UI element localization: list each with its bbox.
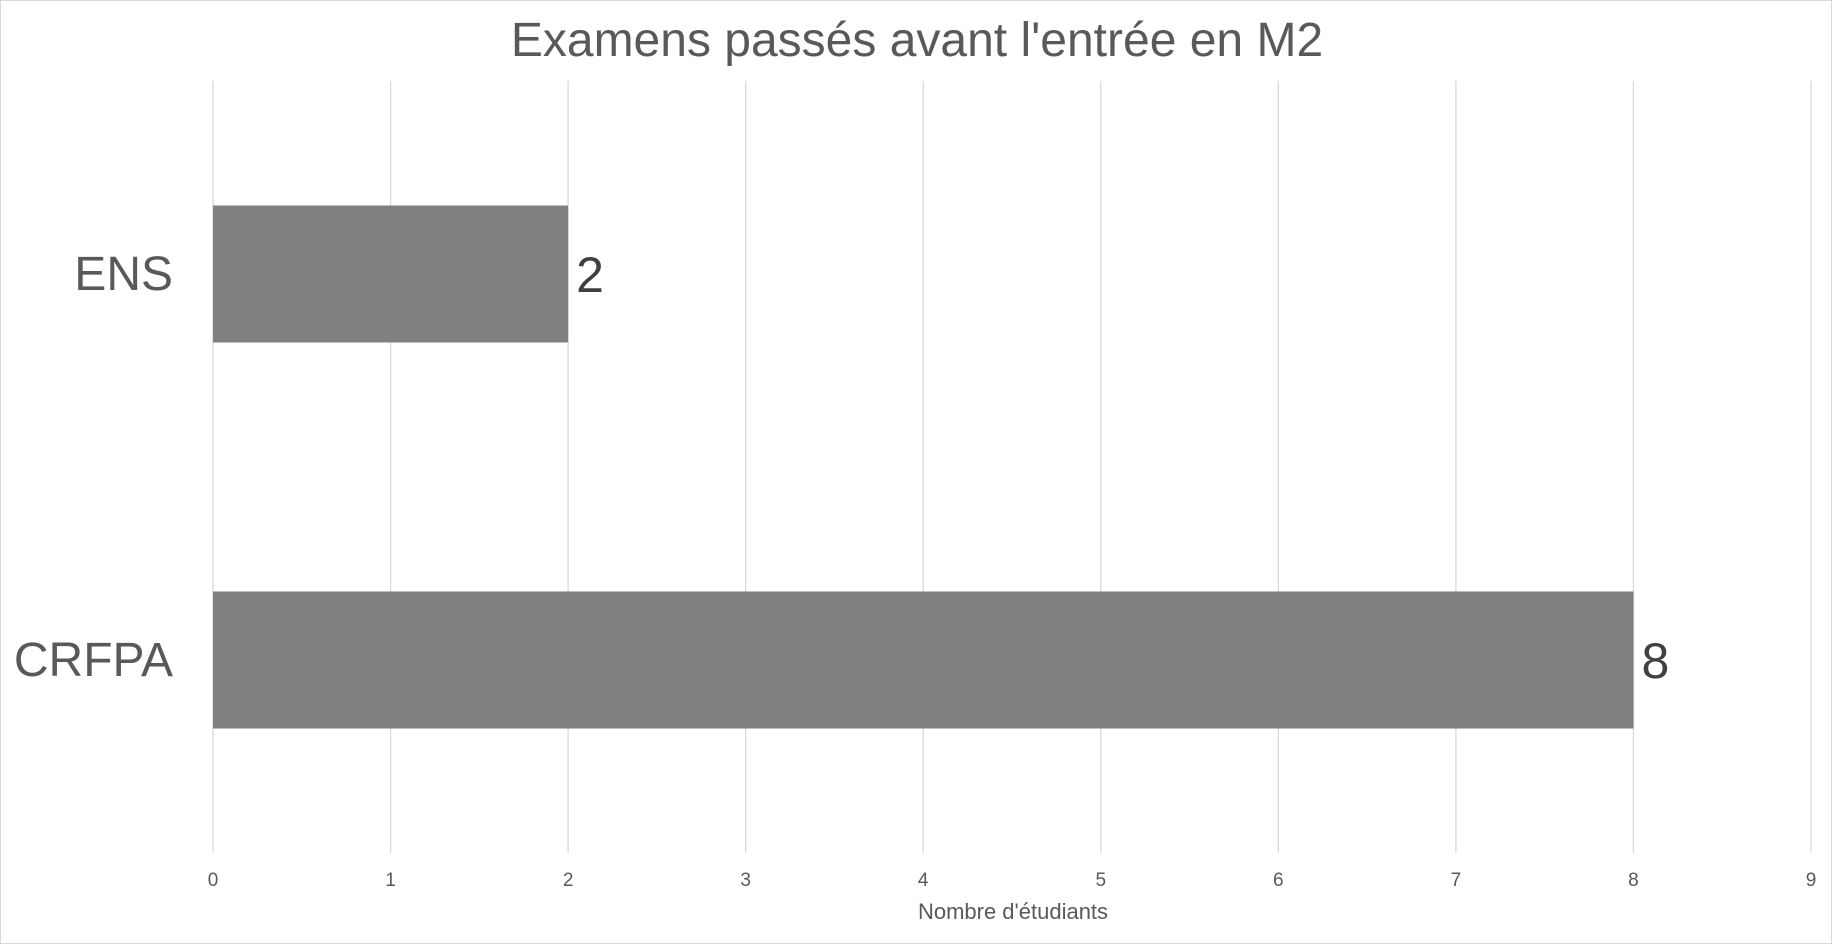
- x-tick-label-6: 6: [1273, 870, 1284, 891]
- data-labels: 28: [576, 247, 1669, 689]
- category-label-ens: ENS: [74, 248, 173, 301]
- x-tick-label-7: 7: [1451, 870, 1462, 891]
- x-axis-title: Nombre d'étudiants: [918, 899, 1108, 924]
- gridlines: [212, 81, 1812, 853]
- bars: [213, 205, 1634, 729]
- x-tick-label-8: 8: [1628, 870, 1639, 891]
- bar-ens: [213, 205, 569, 343]
- x-axis-ticks: 0 1 2 3 4 5 6 7 8 9: [208, 870, 1817, 891]
- x-tick-label-4: 4: [918, 870, 929, 891]
- x-tick-label-1: 1: [385, 870, 396, 891]
- x-tick-label-9: 9: [1806, 870, 1817, 891]
- x-tick-label-2: 2: [563, 870, 574, 891]
- chart-title: Examens passés avant l'entrée en M2: [511, 14, 1323, 67]
- x-tick-label-0: 0: [208, 870, 219, 891]
- data-label-ens: 2: [576, 247, 604, 303]
- x-tick-label-5: 5: [1095, 870, 1106, 891]
- bar-crfpa: [213, 591, 1634, 729]
- data-label-crfpa: 8: [1641, 633, 1669, 689]
- y-axis-categories: ENS CRFPA: [14, 248, 173, 687]
- x-tick-label-3: 3: [740, 870, 751, 891]
- category-label-crfpa: CRFPA: [14, 634, 173, 687]
